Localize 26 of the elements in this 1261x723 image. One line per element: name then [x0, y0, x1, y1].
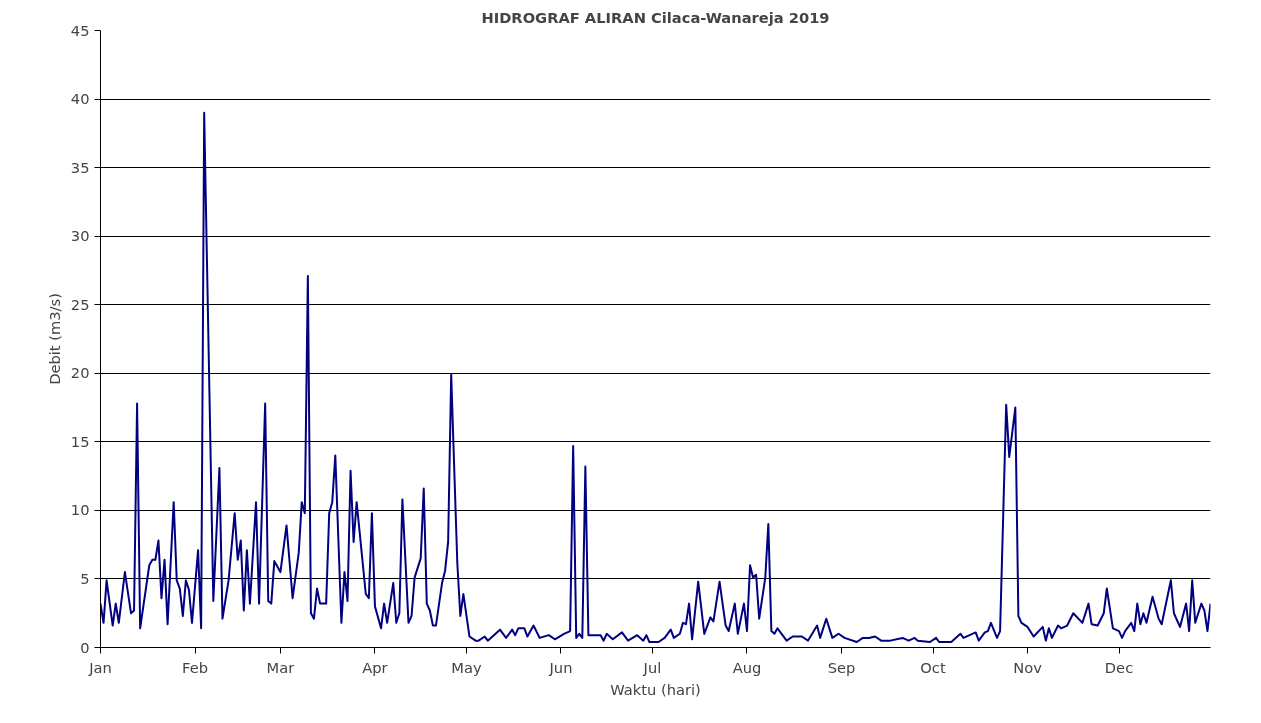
x-tick-label: Oct — [920, 658, 946, 676]
y-tick-label: 45 — [70, 21, 90, 39]
x-tick-label: Dec — [1104, 658, 1134, 676]
y-tick-label: 20 — [70, 364, 90, 382]
x-tick-label: Jul — [642, 658, 662, 676]
y-tick-label: 5 — [80, 569, 90, 587]
x-tick-label: Sep — [827, 658, 856, 676]
y-tick-label: 25 — [70, 295, 90, 313]
y-tick-label: 10 — [70, 501, 90, 519]
x-tick-label: May — [451, 658, 482, 676]
y-tick-label: 35 — [70, 158, 90, 176]
x-tick-label: Jan — [88, 658, 112, 676]
x-tick-label: Mar — [266, 658, 296, 676]
y-tick-label: 0 — [80, 638, 90, 656]
x-tick-label: Nov — [1013, 658, 1043, 676]
x-tick-label: Apr — [362, 658, 389, 676]
y-tick-label: 30 — [70, 227, 90, 245]
y-axis-title: Debit (m3/s) — [45, 293, 63, 385]
y-tick-label: 40 — [70, 90, 90, 108]
x-tick-label: Aug — [732, 658, 762, 676]
x-tick-label: Feb — [182, 658, 209, 676]
chart-title: HIDROGRAF ALIRAN Cilaca-Wanareja 2019 — [481, 8, 830, 26]
x-tick-label: Jun — [548, 658, 573, 676]
x-axis-title: Waktu (hari) — [610, 680, 701, 698]
line-series — [100, 111, 1211, 644]
y-tick-label: 15 — [70, 432, 90, 450]
